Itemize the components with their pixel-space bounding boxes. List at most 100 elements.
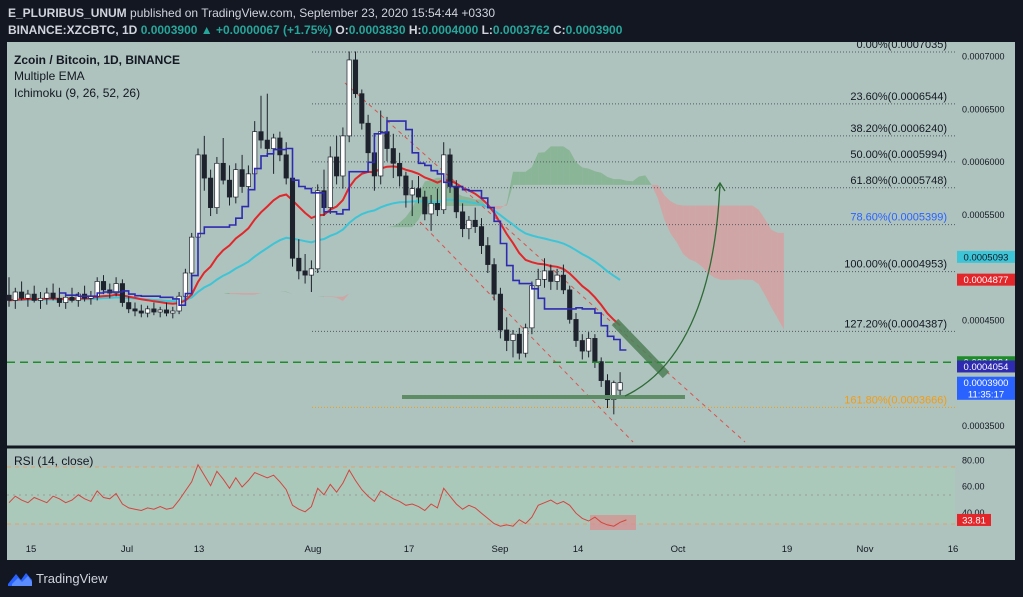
time-tick-label: Oct bbox=[671, 544, 686, 555]
cloud-segment bbox=[242, 293, 249, 295]
candle-body bbox=[478, 226, 485, 246]
cloud-segment bbox=[632, 176, 639, 185]
cloud-segment bbox=[531, 152, 539, 185]
candle-body bbox=[604, 380, 611, 400]
time-tick-label: Jul bbox=[121, 544, 133, 555]
candle-body bbox=[510, 333, 516, 341]
price-tick-label: 0.0005500 bbox=[962, 210, 1005, 220]
candle-body bbox=[145, 308, 151, 314]
fib-label: 127.20%(0.0004387) bbox=[844, 318, 947, 330]
candle-body bbox=[226, 179, 233, 198]
price-badge-label: 0.0004054 bbox=[964, 362, 1009, 373]
candle-body bbox=[201, 154, 207, 179]
cloud-segment bbox=[387, 226, 394, 228]
cloud-segment bbox=[563, 146, 570, 185]
candle-body bbox=[302, 270, 308, 276]
legend-ichimoku[interactable]: Ichimoku (9, 26, 52, 26) bbox=[14, 86, 140, 100]
cloud-segment bbox=[229, 293, 236, 295]
candle-body bbox=[69, 296, 75, 301]
candle-body bbox=[239, 169, 245, 187]
candle-body bbox=[485, 245, 491, 265]
candle-body bbox=[264, 139, 270, 149]
candle-body bbox=[245, 173, 251, 187]
fib-label: 23.60%(0.0006544) bbox=[850, 91, 947, 103]
wedge-marker bbox=[611, 318, 670, 379]
candle-body bbox=[346, 59, 352, 137]
candle-body bbox=[592, 338, 598, 362]
candle-body bbox=[220, 162, 226, 181]
cloud-segment bbox=[317, 296, 324, 297]
candle-body bbox=[56, 297, 62, 303]
symbol-label: BINANCE:XZCBTC, 1D bbox=[8, 23, 138, 37]
rsi-line bbox=[8, 463, 627, 527]
fib-label: 0.00%(0.0007035) bbox=[856, 39, 947, 51]
rsi-tick-label: 80.00 bbox=[962, 456, 985, 466]
candle-body bbox=[541, 270, 548, 280]
price-badge-label: 0.0004877 bbox=[964, 275, 1009, 286]
low-label: L: bbox=[481, 23, 493, 37]
candle-body bbox=[472, 219, 478, 227]
candle-body bbox=[277, 137, 283, 156]
rsi-path bbox=[8, 463, 627, 527]
cloud-segment bbox=[223, 293, 230, 295]
cloud-segment bbox=[708, 205, 715, 278]
brand-label: TradingView bbox=[36, 570, 108, 586]
price-badge-label: 0.0003900 bbox=[964, 378, 1009, 389]
cloud-segment bbox=[342, 293, 350, 301]
fib-label: 61.80%(0.0005748) bbox=[850, 175, 947, 187]
price-badge bbox=[957, 250, 1015, 263]
cloud-segment bbox=[431, 177, 438, 207]
candle-body bbox=[365, 122, 371, 154]
open-label: O: bbox=[335, 23, 349, 37]
candle-body bbox=[189, 236, 195, 274]
cloud-segment bbox=[544, 146, 551, 185]
candle-body bbox=[195, 154, 201, 238]
cloud-segment bbox=[689, 205, 696, 262]
projection-arrow bbox=[624, 182, 721, 397]
cloud-segment bbox=[336, 296, 343, 301]
candle-body bbox=[271, 137, 277, 149]
drawings bbox=[402, 181, 726, 399]
price-badges: 0.00050930.00048770.00040940.00040540.00… bbox=[957, 250, 1015, 400]
candle-body bbox=[428, 203, 434, 215]
cloud-segment bbox=[695, 205, 702, 267]
price-badge bbox=[957, 273, 1015, 286]
candle-body bbox=[75, 293, 81, 301]
candle-body bbox=[113, 283, 119, 294]
fib-label: 161.80%(0.0003666) bbox=[844, 394, 947, 406]
cloud-segment bbox=[620, 179, 627, 185]
tenkan-path bbox=[59, 120, 627, 351]
candle-body bbox=[214, 162, 220, 208]
close-label: C: bbox=[553, 23, 566, 37]
candle-body bbox=[560, 274, 566, 291]
cloud-segment bbox=[739, 205, 747, 280]
ema-short-line bbox=[8, 165, 621, 327]
rsi-highlight-box bbox=[590, 515, 636, 530]
tradingview-brand[interactable]: TradingView bbox=[8, 570, 108, 586]
ema-lines bbox=[8, 165, 621, 327]
fib-label: 50.00%(0.0005994) bbox=[850, 149, 947, 161]
candle-body bbox=[384, 131, 390, 149]
price-tick-label: 0.0006500 bbox=[962, 104, 1005, 114]
cloud-segment bbox=[412, 194, 419, 228]
candle-body bbox=[258, 131, 264, 141]
legend-rsi[interactable]: RSI (14, close) bbox=[14, 454, 93, 468]
chart-header: E_PLURIBUS_UNUM published on TradingView… bbox=[0, 0, 1023, 42]
candle-body bbox=[63, 296, 69, 303]
cloud-segment bbox=[702, 205, 709, 274]
candle-body bbox=[453, 186, 459, 213]
publisher-name[interactable]: E_PLURIBUS_UNUM bbox=[8, 6, 127, 20]
candle-body bbox=[163, 309, 170, 314]
cloud-segment bbox=[645, 175, 652, 185]
price-badge bbox=[957, 376, 1015, 389]
price-tick-label: 0.0006000 bbox=[962, 157, 1005, 167]
candle-body bbox=[25, 293, 31, 299]
time-tick-label: 19 bbox=[782, 544, 793, 555]
candle-body bbox=[289, 177, 296, 259]
candle-body bbox=[409, 188, 415, 196]
candle-body bbox=[497, 293, 503, 331]
open-value: 0.0003830 bbox=[348, 23, 406, 37]
legend-ema[interactable]: Multiple EMA bbox=[14, 69, 85, 83]
